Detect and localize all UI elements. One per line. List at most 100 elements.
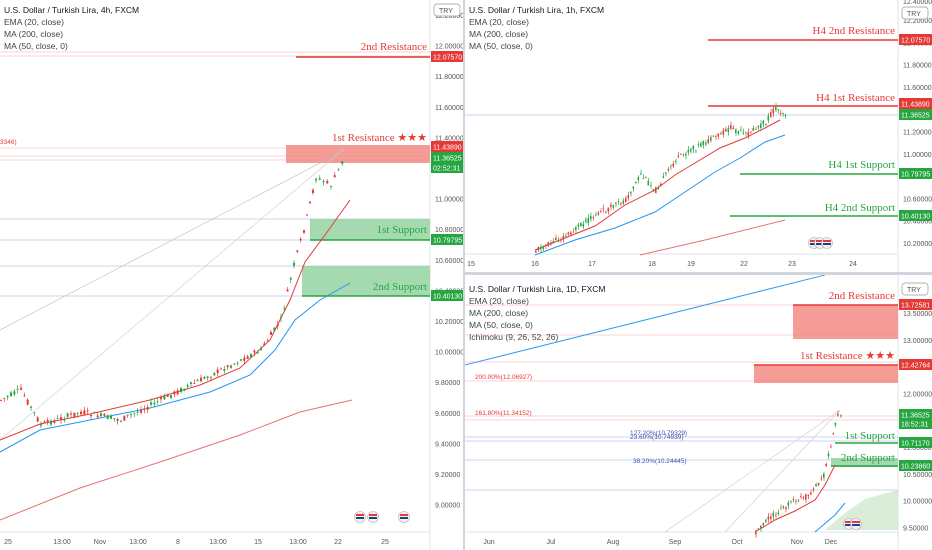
bottom-right-chart-panel[interactable]: 13.5000013.0000012.5000012.0000011.50000… [465,275,932,550]
tr-candle-body [607,207,610,212]
left-trendline-2 [0,147,346,441]
horizontal-divider[interactable] [465,272,932,275]
tr-flag-stripe-red [810,240,818,242]
left-trendline-1 [0,149,346,331]
tr-price-tick: 10.40000 [903,219,932,226]
tr-candle-body [687,149,690,153]
tr-candle-body [630,191,632,194]
left-legend: U.S. Dollar / Turkish Lira, 4h, FXCM EMA… [4,4,139,52]
tr-candle-body [657,188,660,190]
left-candle-body [23,395,26,397]
left-price-tick: 9.60000 [435,411,460,418]
br-candle-body [777,512,780,515]
tr-candle-body [722,130,725,135]
tr-time-tick: 23 [788,261,796,268]
left-candle-body [193,383,196,384]
tr-candle-body [765,123,767,125]
tr-candle-body [762,120,765,125]
left-s1-label: 1st Support [377,224,427,236]
left-price-tick: 11.80000 [435,74,463,81]
br-time-tick: Dec [825,539,838,546]
left-candle-body [73,412,76,417]
left-price-tag-4: 10.79795 [433,238,462,245]
left-candle-body [306,214,309,216]
left-candle-body [33,412,36,414]
tr-candle-body [667,168,670,171]
tr-price-tag-3-bg [899,168,932,179]
tr-candle-body [580,222,582,226]
left-candle-body [36,417,39,422]
left-candle-body [40,424,43,426]
br-price-tick: 9.50000 [903,525,928,532]
left-candle-body [0,399,3,401]
tr-r2-label: H4 2nd Resistance [813,25,896,37]
left-currency-badge [433,3,461,17]
left-chart-panel[interactable]: 12.20000 12.00000 11.80000 11.60000 11.40000… [0,0,463,550]
br-candle-body [790,501,792,503]
tr-candle-body [695,150,697,152]
br-ichimoku-cloud [825,490,898,530]
left-resistance-zone [286,145,430,163]
bottom-right-chart-canvas[interactable]: 13.5000013.0000012.5000012.0000011.50000… [465,275,932,550]
tr-time-tick: 22 [740,261,748,268]
tr-candle-body [752,127,755,131]
left-candle-body [186,385,189,387]
left-chart-canvas[interactable]: 12.20000 12.00000 11.80000 11.60000 11.40000… [0,0,463,550]
left-price-tag-2-bg [431,152,463,163]
tr-candle-body [575,227,577,231]
left-candle-body [176,390,179,395]
br-candle-body [807,494,810,497]
left-indicator-ema: EMA (20, close) [4,17,64,27]
br-price-tag-4: 10.71170 [901,441,930,448]
left-candle-body [341,161,344,164]
br-candle-body [772,512,775,517]
br-candle-body [770,516,772,520]
left-candle-body [216,369,219,374]
left-ma50-line [0,282,351,453]
tr-candle-body [577,224,580,227]
top-right-chart-canvas[interactable]: 12.2000012.0000011.8000011.6000011.40000… [465,0,932,272]
tr-candle-body [637,177,640,181]
br-candle-body [785,507,787,509]
left-support-2-zone [302,266,430,296]
br-flag-stripe-red [852,521,860,523]
left-price-tick: 11.40000 [435,135,463,142]
tr-candle-body [775,106,777,111]
vertical-divider[interactable] [463,0,465,550]
br-candle-body [825,463,827,466]
left-candle-body [146,406,149,410]
left-candle-body [240,359,243,361]
left-price-tick: 9.80000 [435,380,460,387]
tr-price-tag-1: 11.43890 [901,102,930,109]
top-right-indicator-ma50: MA (50, close, 0) [469,41,533,51]
br-fib-label-2: 127.20%(10.79329) [630,430,687,437]
tr-candle-body [620,203,622,205]
left-support-1-zone [310,219,430,240]
br-price-tag-0-bg [899,299,932,310]
bottom-right-indicator-ichimoku: Ichimoku (9, 26, 52, 26) [469,332,559,342]
br-r1-label: 1st Resistance ★★★ [800,350,895,362]
tr-candle-body [587,217,590,224]
br-candle-body [837,414,839,416]
tr-candle-body [570,232,572,235]
br-candle-body [797,500,800,502]
tr-price-tag-1-bg [899,98,932,109]
br-trendline-blue [465,275,826,366]
tr-price-tick: 11.00000 [903,152,932,159]
left-price-tag-1: 11.43890 [433,145,462,152]
br-candle-body [802,496,805,498]
br-candle-body [762,523,765,526]
tr-candle-body [625,198,627,203]
left-candle-body [133,412,136,414]
tr-candle-body [650,185,652,187]
tr-flag-stripe-blue [810,243,818,245]
tr-candle-body [572,231,575,233]
tr-candle-body [590,216,592,220]
top-right-chart-panel[interactable]: 12.2000012.0000011.8000011.6000011.40000… [465,0,932,272]
tr-price-tag-3: 10.79795 [901,172,930,179]
tr-candle-body [755,128,757,130]
left-candle-body [289,277,292,280]
tr-price-tag-2-bg [899,109,932,120]
tr-candle-body [777,109,779,110]
br-flag-stripe-blue [852,524,860,526]
